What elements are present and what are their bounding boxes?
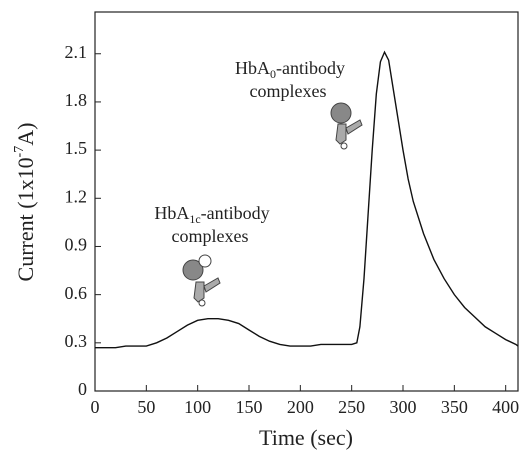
annotation-sub: 1c	[189, 212, 200, 226]
x-tick-label: 200	[287, 397, 314, 417]
data-line	[95, 50, 519, 349]
annotation-rest: -antibody	[276, 58, 345, 78]
x-tick-label: 300	[390, 397, 417, 417]
plot-frame	[94, 11, 519, 392]
y-label-sup: -7	[12, 146, 27, 158]
x-tick-label: 150	[236, 397, 263, 417]
antibody-icon	[330, 102, 363, 150]
x-axis-label: Time (sec)	[259, 425, 353, 450]
y-tick-label: 1.2	[65, 186, 88, 206]
y-tick-label: 2.1	[65, 42, 88, 62]
y-tick-label: 0.3	[65, 331, 88, 351]
x-tick-label: 100	[184, 397, 211, 417]
annotation-base: HbA	[154, 203, 189, 223]
annotation: complexes	[250, 81, 327, 101]
x-tick-label: 0	[91, 397, 100, 417]
y-label-rest: A)	[13, 123, 38, 146]
antibody-icon	[182, 254, 221, 307]
y-tick-label: 1.5	[65, 138, 88, 158]
x-tick-label: 50	[137, 397, 155, 417]
annotation: complexes	[172, 226, 249, 246]
annotation: HbA1c-antibody	[154, 203, 269, 226]
x-tick-label: 250	[338, 397, 365, 417]
x-tick-label: 350	[441, 397, 468, 417]
x-tick-label: 400	[492, 397, 519, 417]
y-axis-label: Current (1x10-7A)	[12, 123, 38, 282]
annotation-sub: 0	[270, 67, 276, 81]
y-tick-label: 0.6	[65, 283, 88, 303]
annotation: HbA0-antibody	[235, 58, 345, 81]
y-tick-label: 0	[78, 379, 87, 399]
y-label-base: Current (1x10	[13, 157, 38, 281]
y-tick-label: 0.9	[65, 235, 88, 255]
y-tick-label: 1.8	[65, 90, 88, 110]
annotation-rest: -antibody	[201, 203, 270, 223]
annotation-base: HbA	[235, 58, 270, 78]
